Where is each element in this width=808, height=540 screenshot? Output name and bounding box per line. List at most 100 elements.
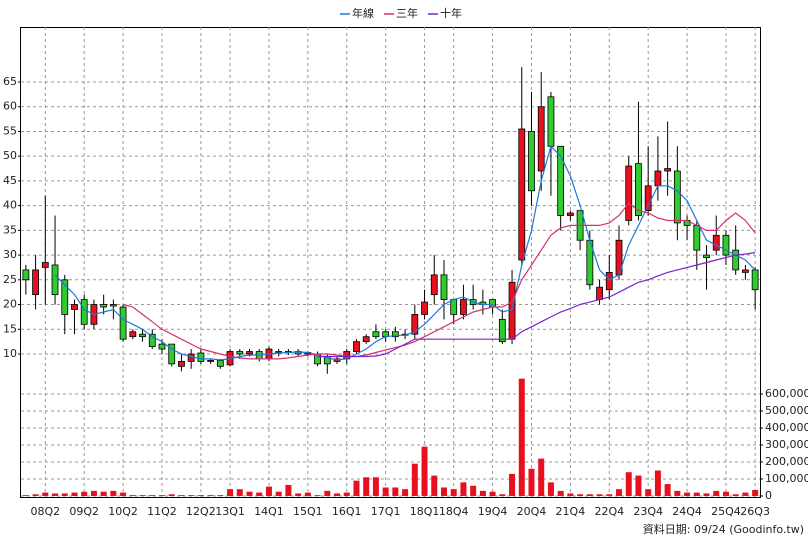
x-tick-label: 20Q4	[517, 505, 547, 518]
volume-bar	[304, 492, 311, 496]
volume-bar	[674, 490, 681, 496]
volume-bar	[421, 446, 428, 496]
y-tick-label: 45	[3, 174, 17, 187]
x-tick-label: 10Q2	[108, 505, 138, 518]
candle-body	[664, 168, 672, 172]
candle-body	[148, 333, 156, 347]
legend-label: 十年	[440, 6, 462, 20]
y-tick-label: 60	[3, 100, 17, 113]
y-tick-label: 25	[3, 273, 17, 286]
candle-body	[71, 304, 78, 310]
volume-bar	[528, 468, 535, 496]
volume-bar	[285, 484, 292, 496]
volume-bar	[353, 480, 360, 496]
volume-bar	[489, 491, 496, 496]
volume-bar	[567, 493, 574, 496]
candle-body	[673, 170, 681, 224]
volume-bar	[732, 494, 739, 496]
plot-frame	[20, 27, 761, 498]
y-tick-label: 15	[3, 322, 17, 335]
candle-body	[751, 269, 759, 291]
x-tick-label: 21Q4	[556, 505, 586, 518]
volume-bar	[256, 492, 263, 496]
volume-bar	[52, 493, 59, 496]
candle-body	[732, 249, 740, 271]
legend-label: 年線	[352, 6, 374, 20]
volume-bar	[645, 489, 652, 496]
candle-body	[703, 254, 710, 258]
volume-bar	[81, 491, 88, 496]
candle-body	[460, 299, 467, 315]
y2-tick-label: 100,000	[765, 472, 808, 485]
x-tick-label: 08Q2	[30, 505, 60, 518]
y-tick-label: 65	[3, 75, 17, 88]
volume-bar	[616, 489, 623, 496]
x-tick-label: 18Q4	[439, 505, 469, 518]
candle-body	[216, 360, 224, 367]
candle-body	[139, 333, 146, 338]
volume-bar	[314, 495, 321, 496]
candle-body	[197, 352, 205, 362]
volume-bar	[509, 473, 516, 496]
x-tick-label: 12Q2	[186, 505, 216, 518]
candle-body	[129, 331, 137, 338]
candle-body	[547, 96, 555, 147]
y2-tick-label: 500,000	[765, 404, 808, 417]
footer: 資料日期: 09/24 (Goodinfo.tw)	[643, 522, 804, 536]
candle-body	[119, 306, 127, 340]
y2-tick-label: 300,000	[765, 438, 808, 451]
candle-body	[712, 234, 720, 251]
volume-bar	[577, 494, 584, 496]
volume-bar	[275, 491, 282, 496]
y-tick-label: 35	[3, 223, 17, 236]
x-tick-label: 19Q4	[478, 505, 508, 518]
y-tick-label: 30	[3, 248, 17, 261]
candle-body	[187, 353, 195, 362]
volume-bar	[713, 490, 720, 496]
y2-tick-label: 400,000	[765, 421, 808, 434]
x-tick-label: 13Q1	[215, 505, 245, 518]
volume-bar	[625, 472, 632, 496]
volume-bar	[479, 490, 486, 496]
volume-bar	[363, 477, 370, 496]
candle-body	[430, 274, 438, 296]
volume-bar	[149, 495, 156, 496]
candle-body	[236, 351, 244, 355]
volume-bar	[460, 482, 467, 496]
volume-bar	[158, 495, 165, 496]
volume-bar	[635, 475, 642, 496]
volume-bar	[324, 490, 331, 496]
candle-body	[41, 262, 49, 268]
candle-body	[168, 343, 176, 365]
candle-body	[693, 225, 701, 251]
y-tick-label: 10	[3, 347, 17, 360]
y2-tick-label: 200,000	[765, 455, 808, 468]
candle-body	[605, 271, 613, 291]
y2-tick-label: 600,000	[765, 387, 808, 400]
volume-bar	[178, 495, 185, 496]
volume-bar	[450, 489, 457, 496]
volume-bar	[372, 477, 379, 496]
volume-bar	[411, 463, 418, 496]
volume-bar	[596, 494, 603, 496]
candle-body	[158, 343, 166, 350]
volume-bar	[32, 494, 39, 496]
candle-body	[207, 360, 215, 362]
candle-body	[246, 351, 253, 355]
volume-bar	[586, 494, 593, 496]
candle-body	[498, 318, 506, 343]
candle-body	[22, 269, 30, 281]
candle-body	[625, 165, 633, 221]
x-tick-label: 24Q4	[672, 505, 702, 518]
volume-bar	[752, 490, 759, 496]
volume-bar	[518, 378, 525, 496]
volume-bar	[722, 491, 729, 496]
volume-bar	[440, 487, 447, 496]
volume-bar	[334, 493, 341, 496]
volume-bar	[227, 489, 234, 496]
candle-body	[722, 234, 730, 256]
x-tick-label: 14Q1	[254, 505, 284, 518]
ma-line	[122, 202, 756, 360]
candle-body	[566, 212, 574, 216]
